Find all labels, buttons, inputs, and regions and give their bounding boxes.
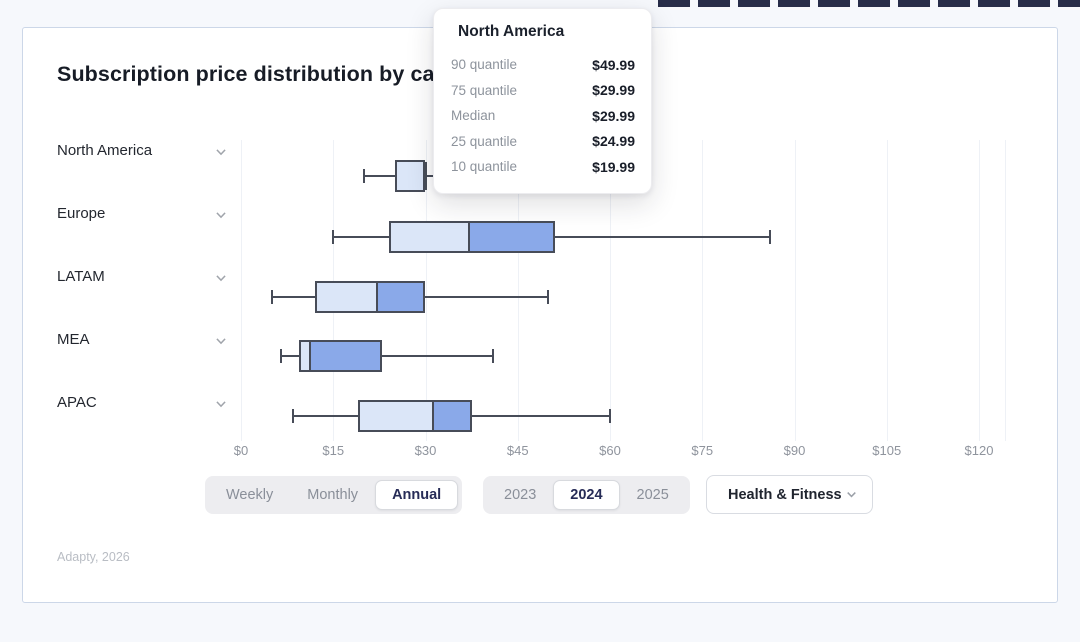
tooltip-row: 10 quantile $19.99 (451, 154, 635, 180)
category-label-mea: MEA (57, 331, 90, 348)
category-label-europe: Europe (57, 205, 106, 222)
segment-annual[interactable]: Annual (375, 480, 459, 510)
tooltip-row-value: $24.99 (592, 133, 635, 150)
gridline (979, 140, 980, 441)
chart-title: Subscription price distribution by categ… (57, 62, 501, 86)
source-attribution: Adapty, 2026 (57, 550, 130, 564)
x-axis-tick-label: $75 (691, 443, 714, 458)
category-dropdown[interactable]: Health & Fitness (706, 475, 873, 514)
boxplot-whisker-tick (332, 230, 335, 244)
tooltip-row-value: $29.99 (592, 107, 635, 124)
segment-2024[interactable]: 2024 (553, 480, 620, 510)
tooltip-row-value: $29.99 (592, 82, 635, 99)
boxplot-whisker (280, 355, 494, 357)
chevron-down-icon[interactable] (214, 271, 228, 290)
tooltip-row-label: Median (451, 108, 496, 124)
tooltip-row-value: $19.99 (592, 158, 635, 175)
gridline (702, 140, 704, 441)
boxplot-whisker-tick (608, 409, 611, 423)
x-axis-tick-label: $45 (506, 443, 529, 458)
gridline (886, 140, 888, 441)
chevron-down-icon (847, 492, 856, 498)
tooltip-row-label: 10 quantile (451, 159, 518, 175)
segment-weekly[interactable]: Weekly (226, 487, 274, 503)
gridline (241, 140, 242, 441)
boxplot-upper-quartile (468, 223, 553, 251)
boxplot-upper-quartile (431, 402, 470, 430)
tooltip-row-label: 25 quantile (451, 133, 518, 149)
chevron-down-icon[interactable] (214, 397, 228, 416)
tooltip-rows: 90 quantile $49.99 75 quantile $29.99 Median… (451, 52, 635, 180)
category-label-apac: APAC (57, 394, 97, 411)
boxplot-whisker-tick (492, 349, 495, 363)
boxplot-upper-quartile (376, 283, 424, 311)
x-axis-tick-label: $60 (599, 443, 621, 458)
boxplot-box-north-america[interactable] (394, 160, 428, 192)
category-label-latam: LATAM (57, 268, 105, 285)
x-axis-tick-label: $0 (233, 443, 249, 458)
boxplot-whisker-tick (362, 169, 365, 183)
chevron-down-icon[interactable] (214, 334, 228, 353)
x-axis-tick-label: $90 (783, 443, 806, 458)
gridline (425, 140, 427, 441)
tooltip-row: 75 quantile $29.99 (451, 78, 635, 104)
browser-chrome-artifact (658, 0, 1080, 7)
tooltip-row: 25 quantile $24.99 (451, 129, 635, 155)
segment-2023[interactable]: 2023 (504, 487, 537, 503)
gridline (794, 140, 796, 441)
chevron-down-icon[interactable] (214, 208, 228, 227)
boxplot-whisker-tick (292, 409, 295, 423)
boxplot-whisker-tick (279, 349, 282, 363)
x-axis-tick-label: $120 (964, 443, 994, 458)
boxplot-box-apac[interactable] (357, 400, 472, 432)
tooltip: North America 90 quantile $49.99 75 quanti… (433, 8, 652, 194)
boxplot-whisker-tick (547, 290, 550, 304)
tooltip-row: Median $29.99 (451, 103, 635, 129)
segment-2025[interactable]: 2025 (636, 487, 669, 503)
x-axis-tick-label: $30 (414, 443, 437, 458)
year-segmented-control: 2023 2024 2025 (483, 476, 690, 514)
tooltip-row-label: 90 quantile (451, 57, 518, 73)
boxplot-upper-quartile (308, 342, 381, 370)
x-axis-tick-label: $105 (872, 443, 902, 458)
tooltip-row-value: $49.99 (592, 56, 635, 73)
x-axis-tick-label: $15 (322, 443, 345, 458)
boxplot-upper-quartile (425, 162, 428, 190)
chevron-down-icon[interactable] (214, 145, 228, 164)
boxplot-box-mea[interactable] (299, 340, 383, 372)
boxplot-whisker-tick (768, 230, 771, 244)
boxplot-box-europe[interactable] (388, 221, 555, 253)
gridline (610, 140, 611, 441)
segment-monthly[interactable]: Monthly (307, 487, 359, 503)
category-label-north-america: North America (57, 142, 153, 159)
plot-right-edge (1005, 140, 1006, 441)
period-segmented-control: Weekly Monthly Annual (205, 476, 463, 514)
gridline (517, 140, 519, 441)
boxplot-box-latam[interactable] (314, 281, 426, 313)
tooltip-title: North America (458, 23, 565, 40)
category-dropdown-value: Health & Fitness (728, 486, 842, 503)
tooltip-row: 90 quantile $49.99 (451, 52, 635, 78)
boxplot-whisker-tick (270, 290, 273, 304)
tooltip-row-label: 75 quantile (451, 82, 518, 98)
